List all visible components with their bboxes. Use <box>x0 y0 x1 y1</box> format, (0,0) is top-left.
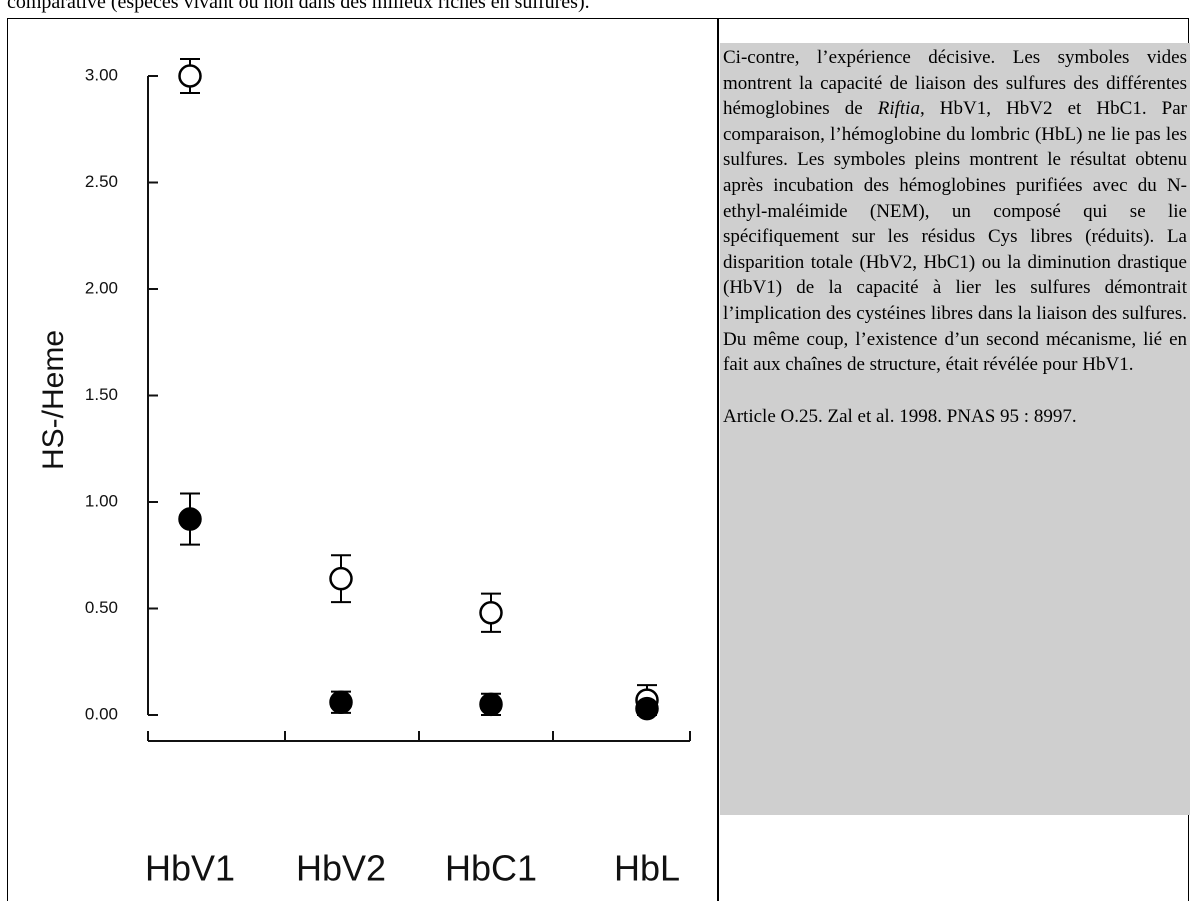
y-tick-label: 0.00 <box>85 704 118 723</box>
x-tick-label: HbL <box>614 848 680 889</box>
divider <box>717 18 719 901</box>
y-tick-label: 2.50 <box>85 172 118 191</box>
caption-reference: Article O.25. Zal et al. 1998. PNAS 95 :… <box>723 405 1077 427</box>
point <box>178 507 202 531</box>
point <box>635 696 659 721</box>
point <box>479 692 503 717</box>
caption-text: , HbV1, HbV2 et HbC1. Par comparaison, l… <box>723 98 1187 376</box>
caption-text: Ci-contre, l’expérience décisive. Les sy… <box>723 47 1187 120</box>
point <box>329 566 353 591</box>
x-tick-label: HbV1 <box>145 848 235 889</box>
y-tick-label: 3.00 <box>85 65 118 84</box>
x-tick-label: HbV2 <box>296 848 386 889</box>
caption-paragraph: Ci-contre, l’expérience décisive. Les sy… <box>723 45 1187 378</box>
point <box>479 601 503 625</box>
point <box>178 64 202 88</box>
top-line: comparative (espèces vivant ou non dans … <box>7 0 590 13</box>
y-tick-label: 1.00 <box>85 491 118 510</box>
y-tick-label: 0.50 <box>85 598 118 617</box>
point <box>329 690 353 714</box>
x-tick-label: HbC1 <box>445 848 537 889</box>
caption-italic: Riftia <box>877 98 920 120</box>
y-tick-label: 1.50 <box>85 385 118 404</box>
caption-box: Ci-contre, l’expérience décisive. Les sy… <box>720 43 1190 815</box>
chart: HS-/Heme 0.00 0.50 1.00 1.50 2.00 2.50 3.00 HbV… <box>37 57 691 889</box>
y-tick-label: 2.00 <box>85 278 118 297</box>
y-axis-label: HS-/Heme <box>37 330 70 470</box>
